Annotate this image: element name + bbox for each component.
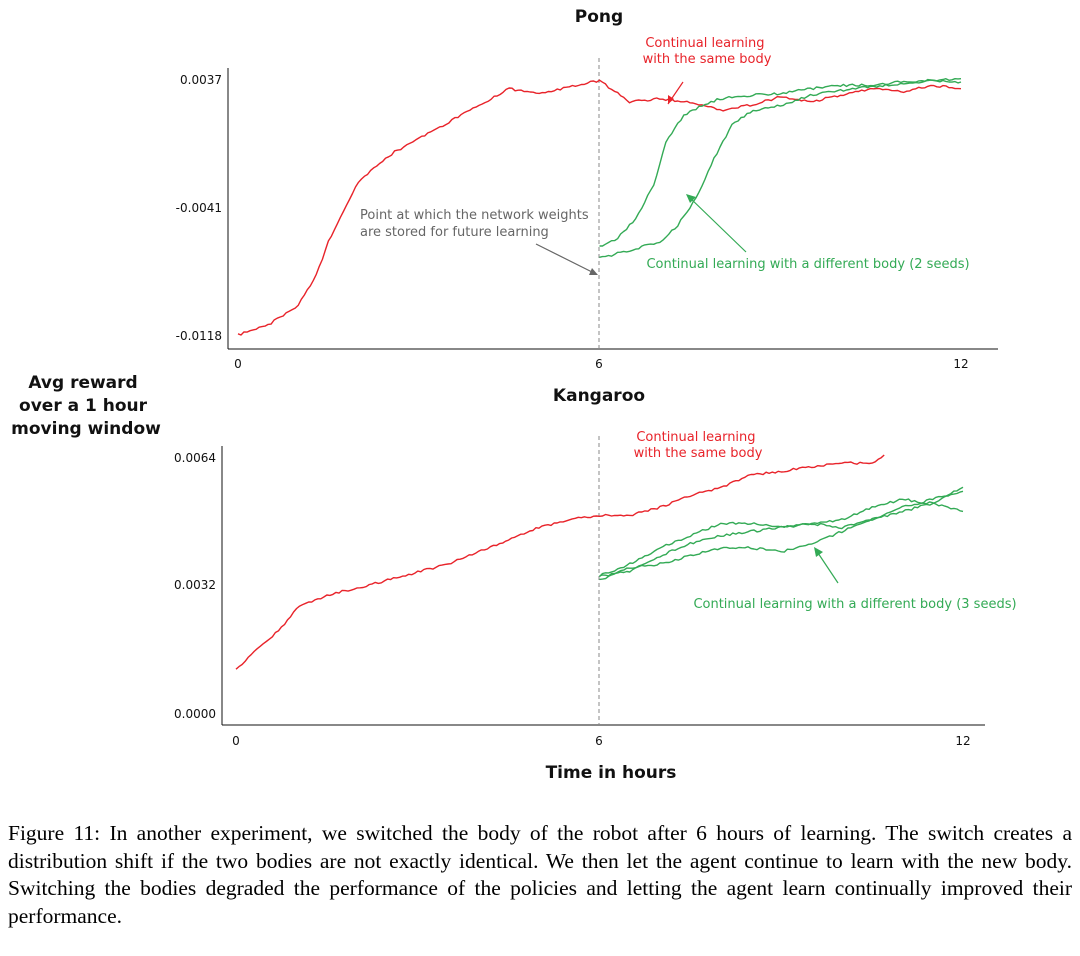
pong-y-tick: -0.0041	[176, 201, 222, 215]
kangaroo-x-tick: 6	[595, 734, 603, 748]
kangaroo-same-body-annotation-line: Continual learning	[636, 430, 755, 445]
pong-y-tick: 0.0037	[180, 73, 222, 87]
kangaroo-panel: Kangaroo 0.0064 0.0032 0.0000 0 6 12 Con…	[174, 386, 1017, 748]
pong-weights-arrow	[535, 243, 597, 275]
y-label-line: moving window	[11, 419, 161, 439]
kangaroo-diff-body-arrow	[815, 549, 839, 584]
pong-title: Pong	[575, 7, 623, 27]
pong-y-tick: -0.0118	[176, 329, 222, 343]
y-label-line: over a 1 hour	[19, 396, 148, 416]
pong-same-body-annotation-line: with the same body	[643, 52, 772, 67]
pong-same-body-annotation: Continual learning with the same body	[643, 36, 772, 67]
pong-diff-body-arrow	[687, 195, 747, 253]
pong-weights-arrowhead	[589, 268, 598, 275]
pong-same-body-annotation-line: Continual learning	[645, 36, 764, 51]
kangaroo-y-tick: 0.0000	[174, 707, 216, 721]
pong-series-line-2	[599, 78, 962, 258]
pong-x-tick: 0	[234, 357, 242, 371]
kangaroo-diff-body-annotation: Continual learning with a different body…	[693, 597, 1016, 612]
kangaroo-y-tick: 0.0032	[174, 578, 216, 592]
pong-series-line-0	[237, 79, 962, 336]
figure-caption: Figure 11: In another experiment, we swi…	[8, 821, 1072, 928]
kangaroo-same-body-annotation: Continual learning with the same body	[634, 430, 763, 461]
kangaroo-title: Kangaroo	[553, 386, 645, 406]
kangaroo-series-line-0	[235, 454, 885, 670]
kangaroo-series-line-1	[598, 490, 964, 578]
shared-y-label: Avg reward over a 1 hour moving window	[11, 373, 161, 439]
shared-x-label: Time in hours	[546, 763, 677, 783]
kangaroo-x-tick: 0	[232, 734, 240, 748]
kangaroo-diff-body-arrowhead	[814, 547, 823, 557]
pong-diff-body-annotation: Continual learning with a different body…	[646, 257, 969, 272]
figure: Pong 0.0037 -0.0041 -0.0118 0 6 12 Conti…	[11, 7, 1017, 783]
pong-series-line-1	[599, 77, 962, 247]
kangaroo-x-tick: 12	[955, 734, 970, 748]
kangaroo-y-tick: 0.0064	[174, 451, 216, 465]
pong-weights-annotation: Point at which the network weights are s…	[360, 208, 593, 240]
kangaroo-same-body-annotation-line: with the same body	[634, 446, 763, 461]
pong-diff-body-arrowhead	[686, 194, 696, 203]
kangaroo-series-group	[235, 454, 964, 670]
pong-panel: Pong 0.0037 -0.0041 -0.0118 0 6 12 Conti…	[176, 7, 998, 371]
pong-same-body-arrowhead	[668, 95, 674, 104]
kangaroo-series-line-3	[599, 486, 964, 581]
y-label-line: Avg reward	[28, 373, 137, 393]
pong-weights-annotation-line: Point at which the network weights	[360, 208, 589, 223]
pong-x-tick: 6	[595, 357, 603, 371]
pong-x-tick: 12	[953, 357, 968, 371]
pong-weights-annotation-line: are stored for future learning	[360, 225, 549, 240]
pong-series-group	[237, 77, 962, 336]
kangaroo-series-line-2	[599, 498, 964, 577]
